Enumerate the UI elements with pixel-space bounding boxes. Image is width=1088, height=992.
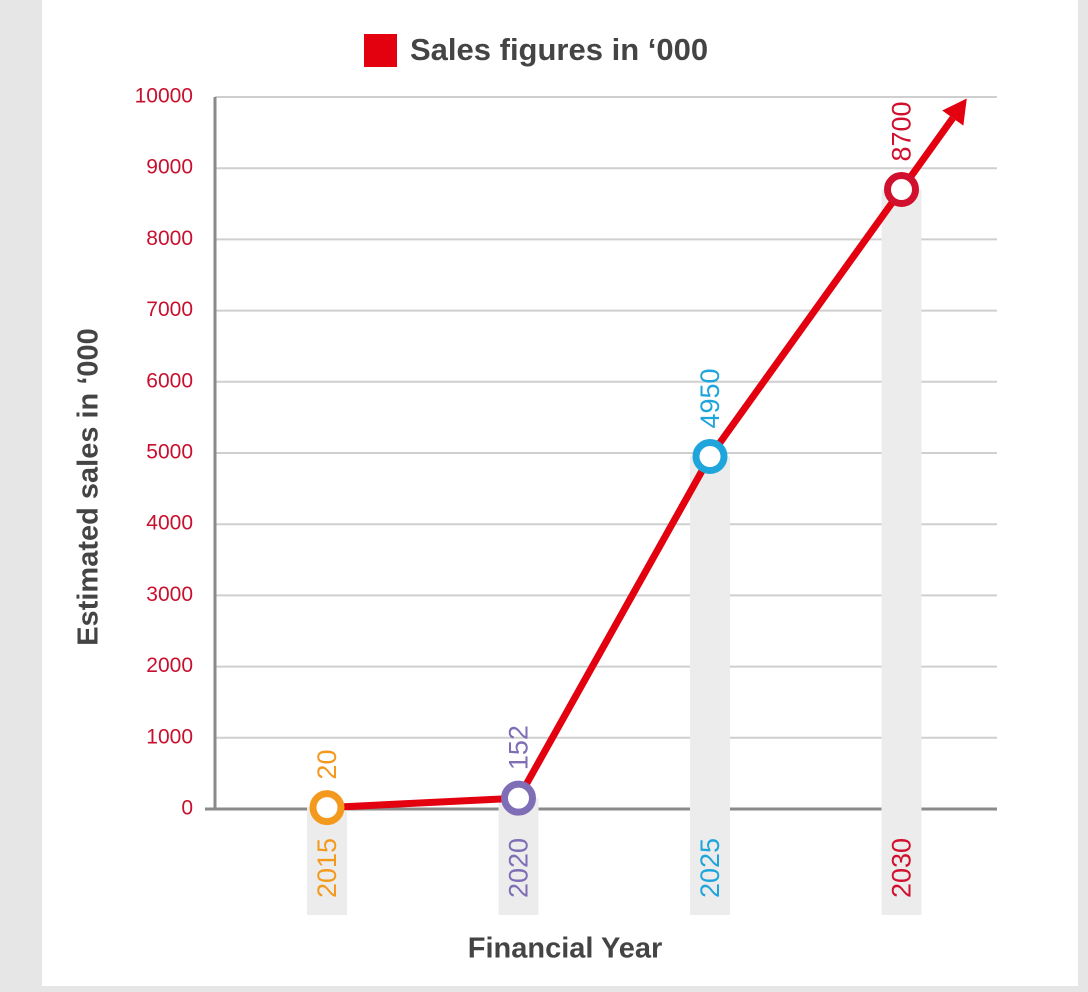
value-label: 20 [312,750,342,780]
y-tick-label: 3000 [146,583,193,606]
y-tick-label: 10000 [135,85,193,108]
point [884,172,919,208]
y-tick-label: 1000 [146,725,193,748]
y-tick-label: 5000 [146,441,193,464]
y-tick-label: 6000 [146,369,193,392]
value-label: 4950 [695,368,725,428]
y-tick-label: 2000 [146,654,193,677]
x-tick-label: 2025 [695,838,725,898]
x-axis-title: Financial Year [468,933,663,965]
point [309,790,345,826]
x-tick-label: 2030 [887,838,917,898]
x-tick-label: 2015 [312,838,342,898]
drop-column [690,456,730,915]
legend-swatch [364,34,397,67]
drop-column [881,189,922,915]
value-label: 8700 [887,101,917,161]
y-axis-title: Estimated sales in ‘000 [73,328,105,646]
value-label: 152 [504,725,534,770]
y-tick-label: 9000 [146,156,193,179]
y-tick-label: 8000 [146,227,193,250]
sales-line [326,187,905,812]
panel [42,0,1078,986]
drop-column [307,807,347,915]
y-tick-label: 0 [181,797,193,820]
y-tick-label: 7000 [146,298,193,321]
point [501,780,536,816]
point [692,439,728,475]
drop-column [498,798,539,915]
y-tick-label: 4000 [146,512,193,535]
legend-label: Sales figures in ‘000 [410,32,708,67]
x-tick-label: 2020 [504,838,534,898]
trend-arrow-head [942,98,967,126]
